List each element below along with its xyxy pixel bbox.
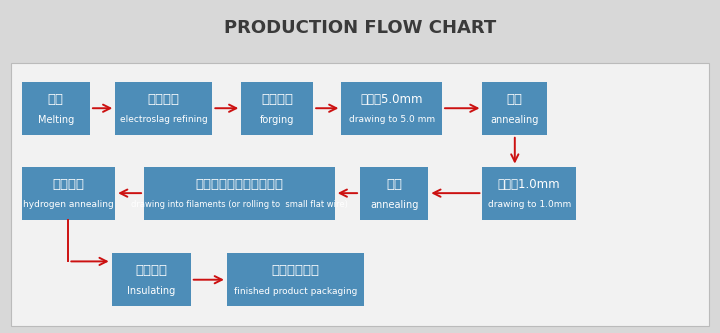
Text: 拉成细丝（或轧小扁丝）: 拉成细丝（或轧小扁丝） xyxy=(195,177,284,190)
Text: 氢气退火: 氢气退火 xyxy=(53,177,84,190)
Text: electroslag refining: electroslag refining xyxy=(120,116,207,125)
Text: 拉拔到1.0mm: 拉拔到1.0mm xyxy=(498,177,560,190)
Text: Insulating: Insulating xyxy=(127,286,176,296)
FancyBboxPatch shape xyxy=(227,253,364,306)
FancyBboxPatch shape xyxy=(482,166,576,220)
Text: annealing: annealing xyxy=(370,200,418,210)
Text: 退火: 退火 xyxy=(507,93,523,106)
Text: hydrogen annealing: hydrogen annealing xyxy=(23,200,114,209)
Text: 拉拔到5.0mm: 拉拔到5.0mm xyxy=(361,93,423,106)
Text: annealing: annealing xyxy=(490,115,539,125)
Text: forging: forging xyxy=(260,115,294,125)
Text: 退火: 退火 xyxy=(386,177,402,190)
FancyBboxPatch shape xyxy=(22,82,90,135)
FancyBboxPatch shape xyxy=(115,82,212,135)
Text: Melting: Melting xyxy=(37,115,74,125)
FancyBboxPatch shape xyxy=(482,82,547,135)
FancyBboxPatch shape xyxy=(360,166,428,220)
FancyBboxPatch shape xyxy=(112,253,191,306)
Text: finished product packaging: finished product packaging xyxy=(233,287,357,296)
FancyBboxPatch shape xyxy=(144,166,335,220)
Text: 加绝缘层: 加绝缘层 xyxy=(135,264,167,277)
Text: drawing to 1.0mm: drawing to 1.0mm xyxy=(487,200,571,209)
FancyBboxPatch shape xyxy=(11,63,709,326)
Text: 电渣精炼: 电渣精炼 xyxy=(148,93,180,106)
FancyBboxPatch shape xyxy=(22,166,115,220)
Text: 锻打轧钢: 锻打轧钢 xyxy=(261,93,293,106)
Text: drawing to 5.0 mm: drawing to 5.0 mm xyxy=(348,116,435,125)
FancyBboxPatch shape xyxy=(341,82,442,135)
Text: 熔炼: 熔炼 xyxy=(48,93,64,106)
Text: drawing into filaments (or rolling to  small flat wire): drawing into filaments (or rolling to sm… xyxy=(131,200,348,209)
FancyBboxPatch shape xyxy=(241,82,313,135)
Text: 成品包装验收: 成品包装验收 xyxy=(271,264,319,277)
Text: PRODUCTION FLOW CHART: PRODUCTION FLOW CHART xyxy=(224,19,496,37)
